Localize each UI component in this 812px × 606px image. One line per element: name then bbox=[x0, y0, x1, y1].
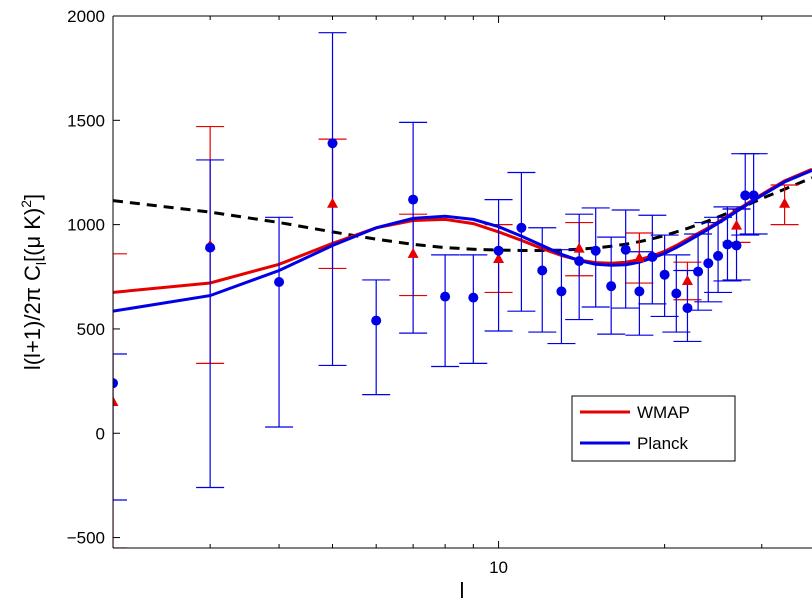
planck-point bbox=[722, 239, 733, 250]
planck-point bbox=[740, 190, 751, 201]
wmap-point bbox=[407, 247, 419, 258]
y-axis-title-sup: 2 bbox=[18, 200, 34, 208]
y-axis-title-sub: l bbox=[33, 262, 49, 265]
planck-point bbox=[516, 222, 527, 233]
planck-point bbox=[468, 292, 479, 303]
y-axis-title-bracket: [(μ K) bbox=[20, 208, 45, 262]
y-tick-label: −500 bbox=[67, 529, 105, 548]
y-axis-title-main: l(l+1)/2π C bbox=[20, 265, 45, 370]
planck-point bbox=[371, 315, 382, 326]
planck-point bbox=[493, 245, 504, 256]
planck-point bbox=[408, 194, 419, 205]
legend-label-planck: Planck bbox=[637, 434, 689, 453]
y-tick-label: 0 bbox=[96, 424, 105, 443]
legend-label-wmap: WMAP bbox=[637, 403, 690, 422]
planck-point bbox=[274, 277, 285, 287]
planck-point bbox=[574, 256, 585, 267]
planck-point bbox=[327, 138, 338, 149]
planck-point bbox=[113, 378, 118, 389]
legend-box bbox=[571, 395, 736, 462]
legend: WMAP Planck bbox=[571, 395, 736, 462]
planck-point bbox=[659, 269, 670, 280]
wmap-point bbox=[731, 219, 743, 230]
planck-point bbox=[731, 240, 742, 251]
y-axis-title: l(l+1)/2π Cl[(μ K)2] bbox=[18, 194, 49, 370]
planck-point bbox=[556, 286, 567, 297]
y-axis-title-close: ] bbox=[20, 194, 45, 200]
planck-point bbox=[748, 190, 759, 201]
wmap-point bbox=[493, 253, 505, 264]
wmap-point bbox=[681, 274, 693, 285]
planck-point bbox=[606, 281, 617, 292]
wmap-point bbox=[113, 395, 119, 406]
planck-point bbox=[647, 251, 658, 262]
planck-point bbox=[634, 286, 645, 297]
planck-point bbox=[205, 242, 216, 253]
planck-point bbox=[590, 245, 601, 256]
y-tick-label: 1000 bbox=[67, 216, 105, 235]
wmap-point bbox=[573, 242, 585, 253]
wmap-point bbox=[327, 197, 339, 208]
y-tick-label: 500 bbox=[77, 320, 105, 339]
planck-point bbox=[703, 258, 714, 269]
y-tick-label: 1500 bbox=[67, 111, 105, 130]
reference-model-line bbox=[113, 176, 812, 252]
x-tick-label: 10 bbox=[489, 558, 508, 577]
planck-point bbox=[713, 250, 724, 261]
wmap-point bbox=[633, 252, 645, 263]
planck-point bbox=[620, 244, 631, 255]
planck-point bbox=[693, 266, 704, 277]
y-tick-label: 2000 bbox=[67, 7, 105, 26]
planck-point bbox=[671, 288, 682, 299]
x-axis-title: l bbox=[460, 578, 465, 603]
planck-point bbox=[440, 291, 451, 302]
planck-point bbox=[682, 303, 693, 314]
planck-point bbox=[537, 265, 548, 276]
wmap-point bbox=[779, 197, 791, 208]
